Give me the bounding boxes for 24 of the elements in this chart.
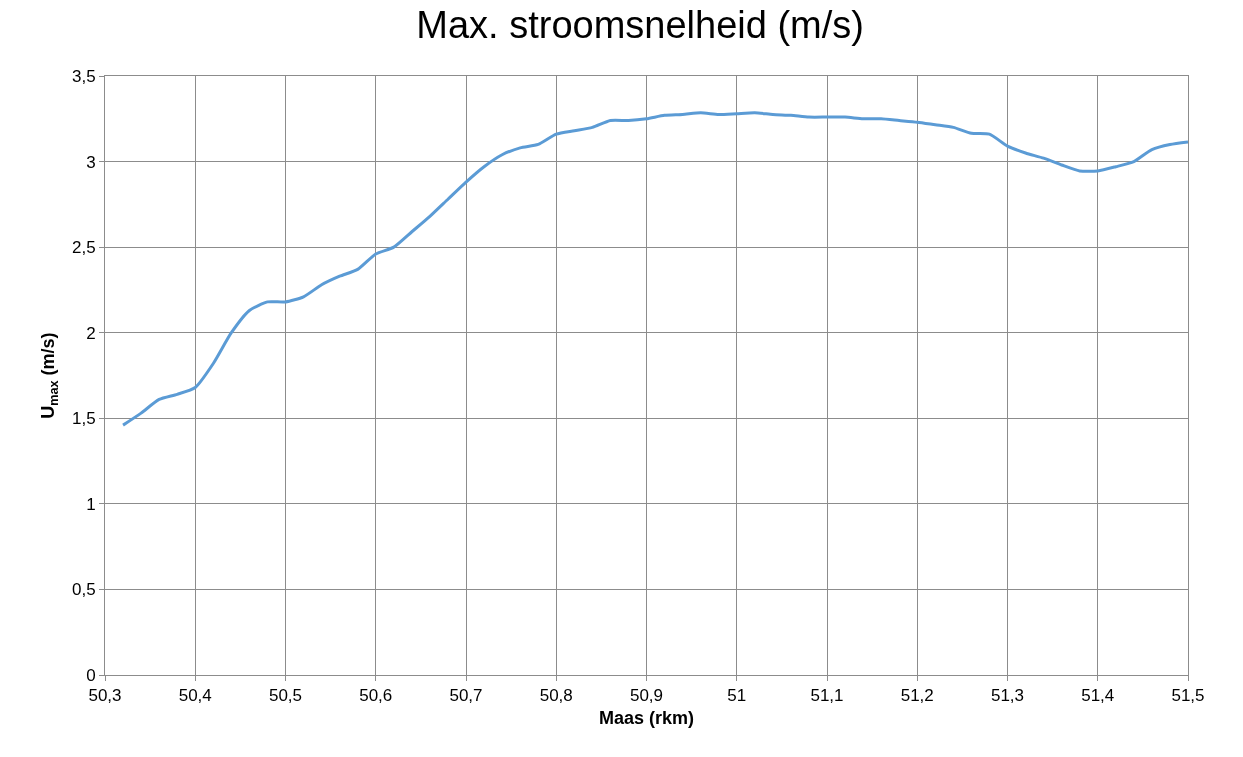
y-tick-label: 1 <box>86 494 96 514</box>
y-tick-label: 0,5 <box>71 580 96 600</box>
x-tick-label: 50,9 <box>629 686 664 706</box>
x-tick-label: 50,7 <box>449 686 483 706</box>
line-series <box>121 111 1188 427</box>
x-tick-label: 51 <box>727 686 747 706</box>
y-tick-label: 1,5 <box>71 409 96 429</box>
x-tick-label: 50,6 <box>359 686 393 706</box>
y-tick-label: 2 <box>86 323 96 343</box>
x-tick-label: 51,2 <box>900 686 934 706</box>
x-tick-label: 51,5 <box>1171 686 1205 706</box>
y-tick-label: 2,5 <box>71 238 96 258</box>
x-tick-label: 50,8 <box>539 686 573 706</box>
x-tick-label: 50,4 <box>178 686 212 706</box>
x-tick-label: 51,3 <box>990 686 1025 706</box>
x-tick-label: 51,1 <box>810 686 844 706</box>
x-axis-title: Maas (rkm) <box>598 707 695 728</box>
x-tick-label: 51,4 <box>1081 686 1115 706</box>
x-tick-label: 50,5 <box>268 686 303 706</box>
y-tick-label: 0 <box>86 665 96 685</box>
y-tick-label: 3 <box>86 152 96 172</box>
chart-title: Max. stroomsnelheid (m/s) <box>416 3 864 46</box>
x-tick-label: 50,3 <box>88 686 122 706</box>
y-tick-label: 3,5 <box>71 66 96 86</box>
